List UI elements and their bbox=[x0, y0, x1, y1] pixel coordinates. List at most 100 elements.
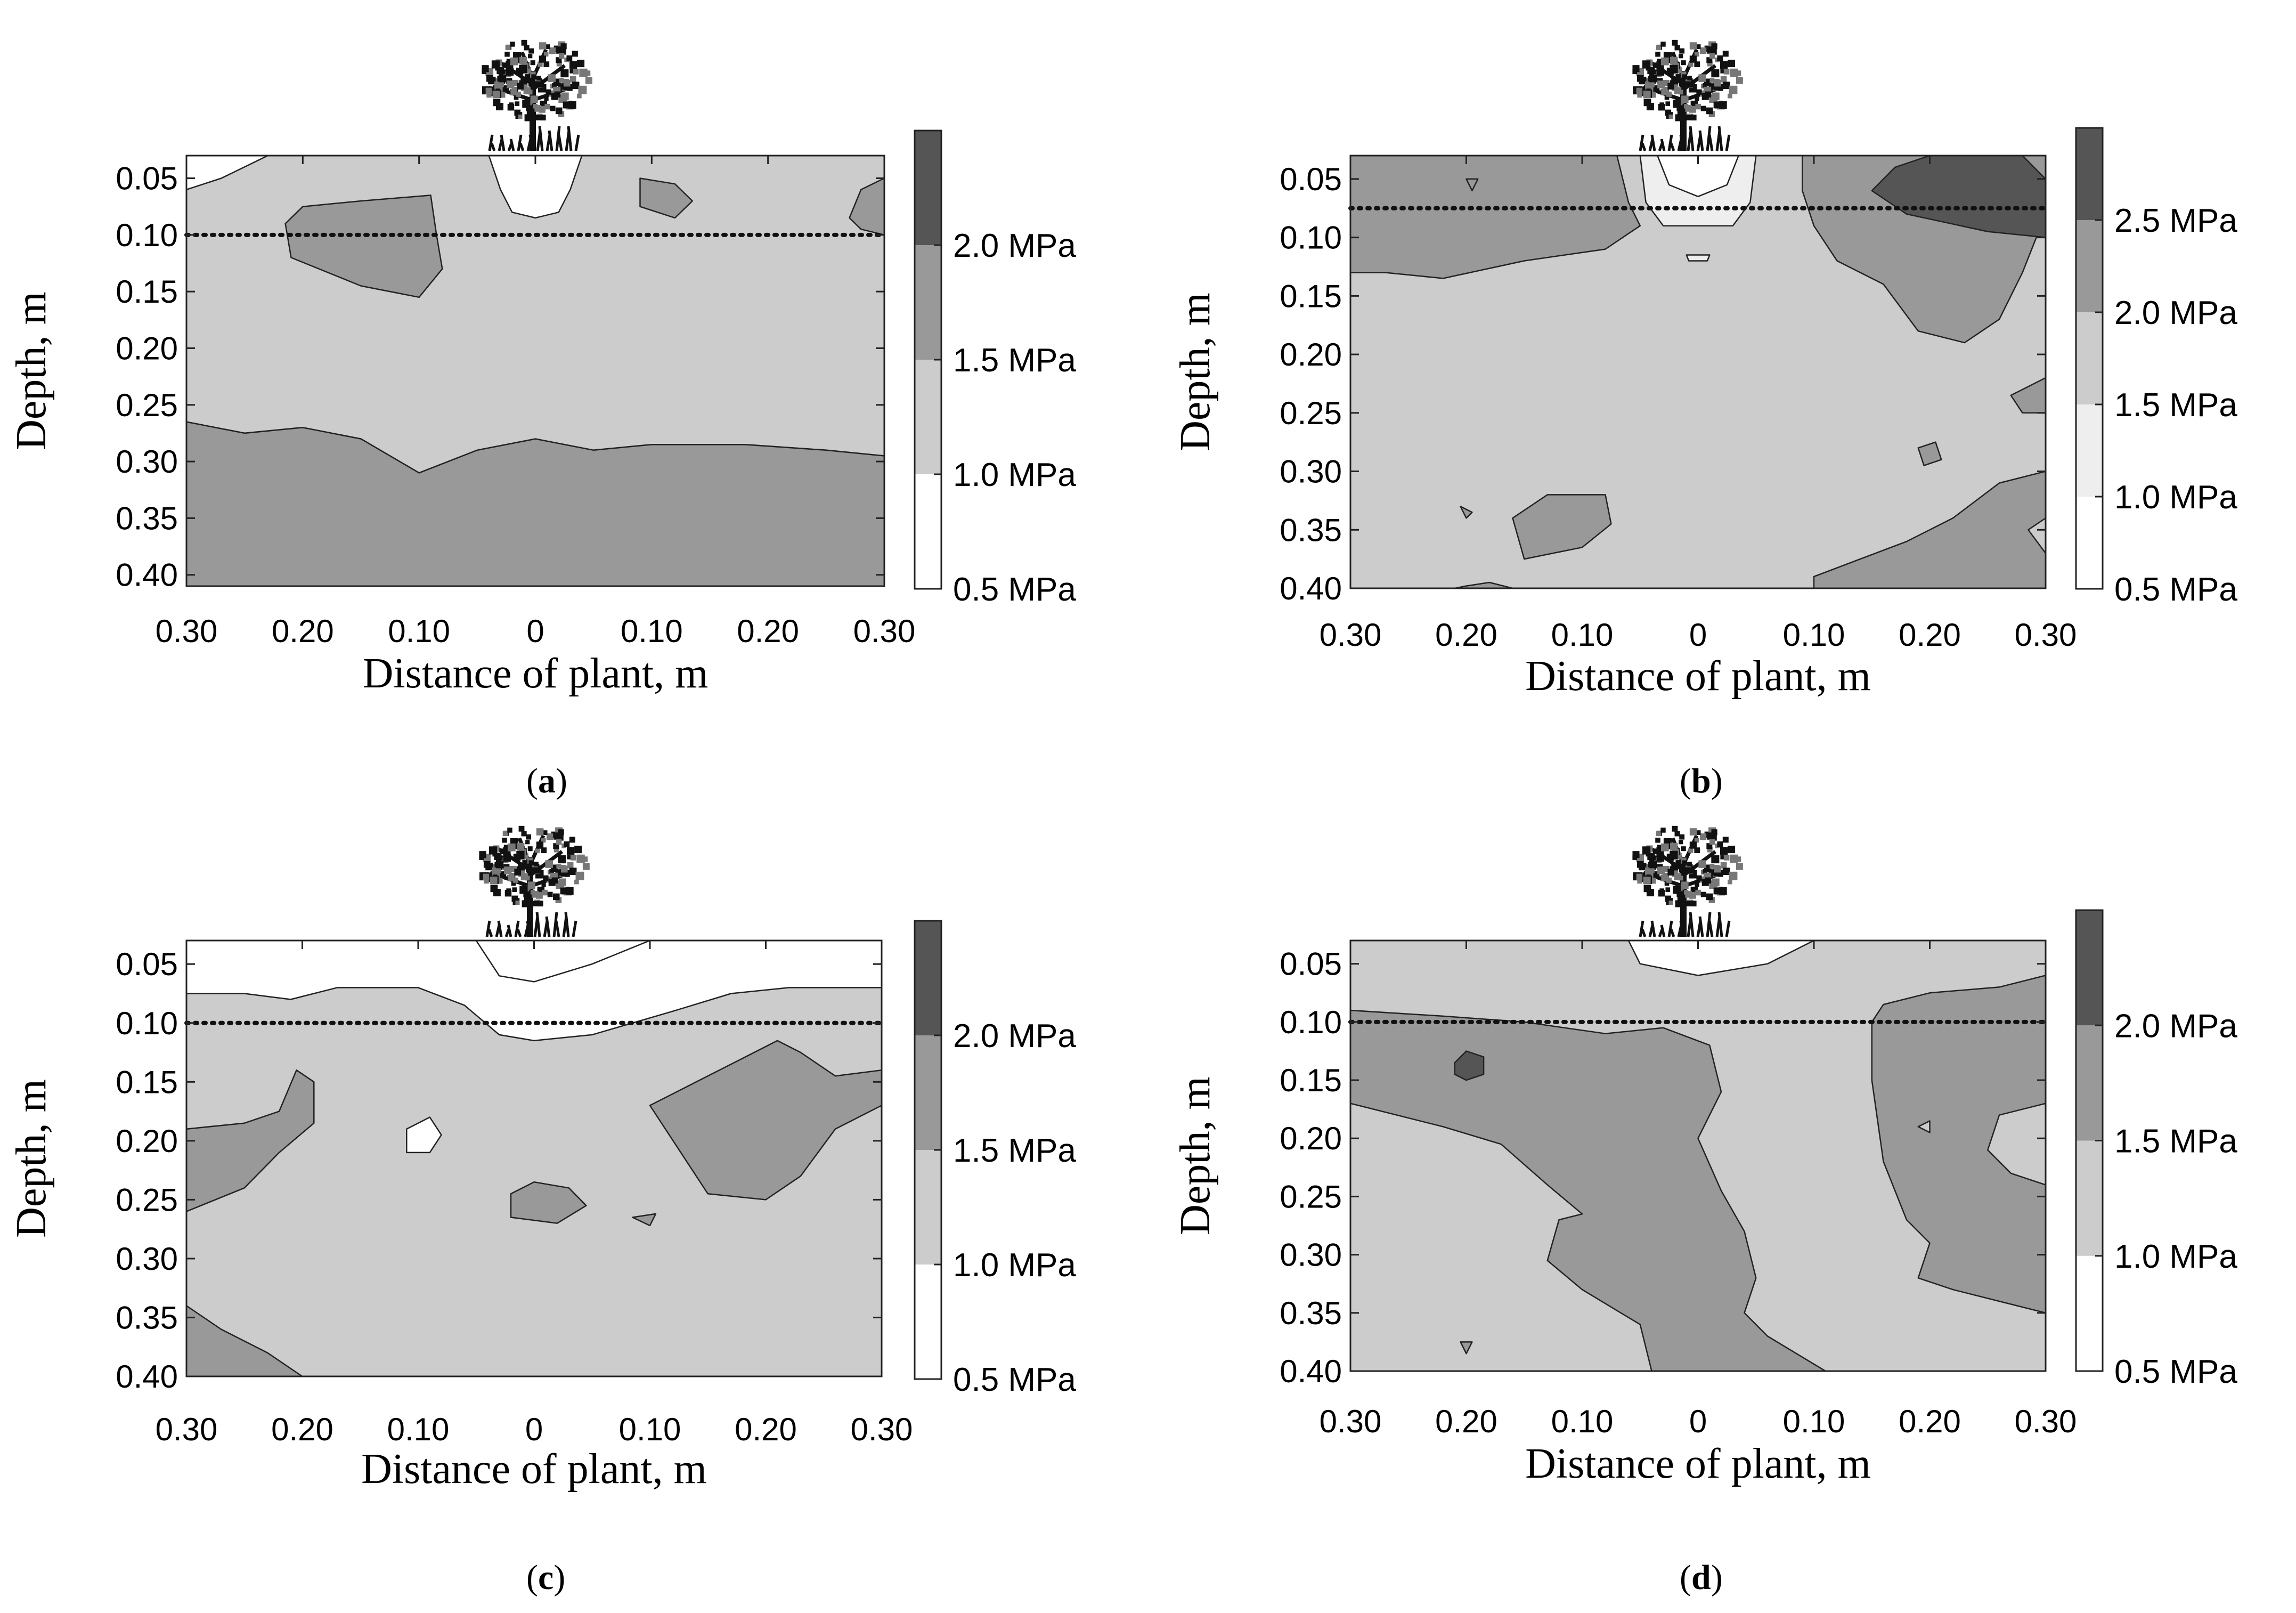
tree-leaf bbox=[1703, 83, 1708, 88]
x-tick-label: 0.10 bbox=[621, 613, 683, 649]
tree-leaf bbox=[1637, 878, 1642, 884]
tree-leaf bbox=[1652, 62, 1658, 68]
tree-leaf bbox=[1706, 57, 1713, 63]
colorbar-swatch bbox=[915, 1150, 941, 1265]
tree-leaf bbox=[542, 889, 548, 896]
tree-grass bbox=[1670, 143, 1675, 151]
colorbar-label: 1.0 MPa bbox=[2114, 479, 2237, 516]
y-tick-label: 0.40 bbox=[1280, 1353, 1342, 1389]
tree-leaf bbox=[525, 840, 530, 845]
y-tick-label: 0.30 bbox=[1280, 1237, 1342, 1273]
tree-leaf bbox=[515, 101, 520, 106]
colorbar-swatch bbox=[915, 1265, 941, 1379]
tree-leaf bbox=[561, 92, 569, 100]
tree-leaf bbox=[1694, 838, 1699, 843]
y-tick-label: 0.40 bbox=[1280, 571, 1342, 606]
tree-leaf bbox=[499, 848, 504, 854]
tree-leaf bbox=[574, 879, 579, 885]
x-tick-label: 0.30 bbox=[853, 613, 916, 649]
tree-leaf bbox=[1686, 115, 1692, 120]
tree-leaf bbox=[567, 847, 575, 855]
tree-leaf bbox=[1695, 103, 1701, 110]
panel-caption-d: (d) bbox=[1680, 1558, 1723, 1597]
contour-region bbox=[2028, 517, 2046, 554]
tree-leaf bbox=[1713, 887, 1721, 895]
tree-grass bbox=[500, 134, 506, 151]
tree-leaf bbox=[1660, 843, 1669, 852]
x-tick-label: 0.20 bbox=[1899, 1404, 1961, 1439]
tree-leaf bbox=[1699, 47, 1707, 54]
colorbar-label: 0.5 MPa bbox=[2114, 1353, 2237, 1390]
y-tick-label: 0.15 bbox=[116, 1064, 178, 1100]
tree-leaf bbox=[526, 834, 532, 840]
colorbar-label: 1.5 MPa bbox=[2114, 387, 2237, 424]
tree-grass bbox=[1660, 925, 1666, 937]
tree-leaf bbox=[1656, 854, 1665, 862]
tree-leaf bbox=[1709, 78, 1715, 83]
contour-region bbox=[1460, 1341, 1473, 1355]
tree-leaf bbox=[1700, 106, 1706, 111]
tree-leaf bbox=[1728, 879, 1732, 885]
y-tick-label: 0.25 bbox=[1280, 1179, 1342, 1214]
tree-leaf bbox=[1720, 76, 1727, 83]
tree-leaf bbox=[543, 875, 549, 881]
colorbar-label: 0.5 MPa bbox=[2114, 571, 2237, 608]
tree-leaf bbox=[510, 57, 518, 66]
tree-leaf bbox=[503, 854, 511, 862]
tree-leaf bbox=[1670, 64, 1678, 74]
tree-leaf bbox=[483, 873, 490, 880]
tree-leaf bbox=[507, 828, 512, 833]
contour-region bbox=[510, 1181, 587, 1224]
colorbar-label: 0.5 MPa bbox=[953, 571, 1076, 608]
tree-leaf bbox=[1674, 45, 1680, 51]
tree-leaf bbox=[519, 886, 528, 894]
tree-leaf bbox=[528, 54, 533, 59]
tree-leaf bbox=[1687, 76, 1692, 81]
tree-leaf bbox=[1698, 74, 1706, 82]
tree-leaf bbox=[514, 109, 521, 116]
tree-leaf bbox=[506, 68, 514, 76]
tree-leaf bbox=[1701, 879, 1709, 886]
tree-leaf bbox=[1647, 853, 1655, 861]
tree-leaf bbox=[496, 67, 504, 75]
tree-leaf bbox=[493, 872, 498, 877]
colorbar-swatch bbox=[915, 1035, 941, 1150]
tree-leaf bbox=[1670, 842, 1678, 851]
tree-leaf bbox=[1720, 847, 1728, 855]
tree-grass bbox=[519, 143, 525, 151]
tree-leaf bbox=[535, 848, 540, 853]
tree-leaf bbox=[519, 64, 527, 74]
colorbar-label: 0.5 MPa bbox=[953, 1361, 1076, 1398]
contour-region bbox=[1917, 1120, 1931, 1133]
tree-leaf bbox=[1717, 55, 1723, 61]
tree-grass bbox=[548, 130, 553, 151]
tree-leaf bbox=[514, 869, 522, 876]
tree-leaf bbox=[573, 69, 579, 75]
tree-leaf bbox=[1661, 874, 1668, 882]
contour-chart-b: 0.05 0.10 0.15 0.20 0.25 0.30 0.35 0.40 0.30 0.20… bbox=[1172, 39, 2237, 700]
tree-leaf bbox=[1657, 866, 1665, 874]
tree-leaf bbox=[1714, 79, 1721, 87]
tree-leaf bbox=[1709, 839, 1715, 845]
tree-leaf bbox=[566, 55, 573, 61]
tree-leaf bbox=[511, 881, 516, 886]
colorbar-label: 2.0 MPa bbox=[953, 1018, 1076, 1055]
tree-leaf bbox=[556, 61, 562, 67]
x-axis-title: Distance of plant, m bbox=[361, 1446, 707, 1493]
tree-leaf bbox=[545, 44, 550, 49]
tree-leaf bbox=[1722, 837, 1729, 843]
tree-leaf bbox=[514, 95, 519, 100]
tree-leaf bbox=[509, 865, 516, 872]
tree-leaf bbox=[1683, 104, 1689, 109]
tree-leaf bbox=[504, 866, 512, 874]
tree-grass bbox=[487, 929, 493, 937]
tree-leaf bbox=[1682, 74, 1688, 80]
y-axis-title: Depth, m bbox=[1172, 1076, 1219, 1235]
x-tick-label: 0.30 bbox=[851, 1412, 913, 1447]
x-tick-label: 0.20 bbox=[737, 613, 799, 649]
tree-leaf bbox=[488, 846, 498, 855]
x-tick-label: 0.20 bbox=[272, 613, 334, 649]
colorbar-frame bbox=[2075, 127, 2104, 590]
tree-leaf bbox=[521, 39, 527, 46]
